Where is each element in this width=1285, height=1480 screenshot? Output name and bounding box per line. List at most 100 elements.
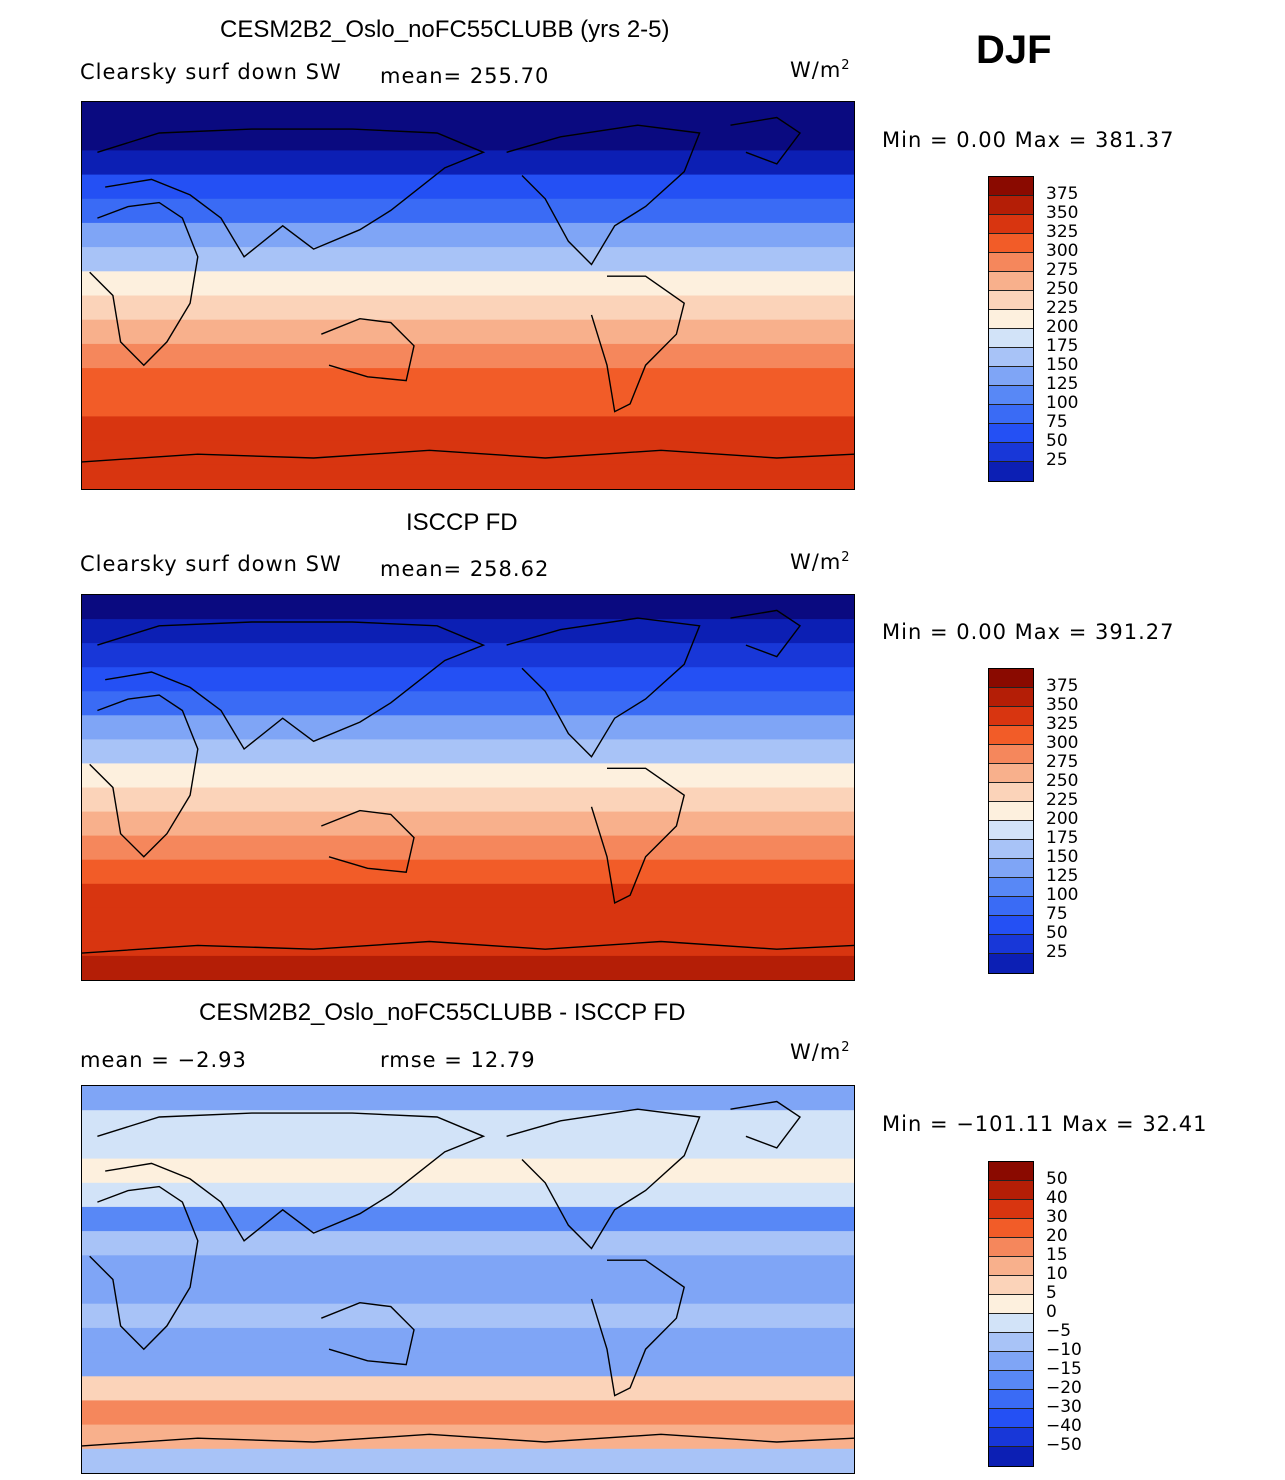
- coastline: [506, 617, 701, 758]
- contour-band: [82, 1134, 854, 1160]
- coastline: [89, 694, 199, 858]
- contour-band: [82, 368, 854, 394]
- coastline: [321, 317, 415, 382]
- contour-band: [82, 643, 854, 668]
- panel3-rmse: rmse = 12.79: [380, 1048, 536, 1072]
- contour-band: [82, 715, 854, 741]
- coastline: [590, 275, 685, 413]
- season-label: DJF: [976, 28, 1052, 72]
- colorbar-tick-label: 20: [1046, 1226, 1068, 1246]
- colorbar-tick-label: 30: [1046, 1207, 1068, 1227]
- contour-band: [82, 835, 854, 861]
- contour-band: [82, 883, 854, 909]
- contour-band: [82, 859, 854, 885]
- colorbar-tick-label: 275: [1046, 752, 1079, 772]
- colorbar-cell: [989, 310, 1033, 329]
- colorbar-tick-label: 350: [1046, 203, 1079, 223]
- colorbar-cell: [989, 1181, 1033, 1200]
- contour-band: [82, 174, 854, 200]
- coastline: [97, 1112, 486, 1242]
- coastline: [590, 767, 685, 905]
- colorbar-tick-label: 150: [1046, 847, 1079, 867]
- contour-band: [82, 126, 854, 152]
- colorbar-tick-label: 325: [1046, 714, 1079, 734]
- units-text: W/m: [790, 58, 842, 82]
- contour-band: [82, 1279, 854, 1305]
- colorbar-tick-label: 250: [1046, 279, 1079, 299]
- panel2-title: ISCCP FD: [406, 509, 518, 536]
- contour-band: [82, 739, 854, 765]
- panel1-title: CESM2B2_Oslo_noFC55CLUBB (yrs 2-5): [220, 16, 670, 43]
- contour-band: [82, 416, 854, 442]
- contour-band: [82, 1448, 854, 1473]
- colorbar-cell: [989, 462, 1033, 481]
- colorbar-tick-label: 275: [1046, 260, 1079, 280]
- contour-band: [82, 1255, 854, 1281]
- contour-band: [82, 1327, 854, 1353]
- panel1-minmax: Min = 0.00 Max = 381.37: [882, 128, 1175, 152]
- coastline: [82, 1433, 854, 1447]
- coastline: [506, 124, 701, 266]
- colorbar-tick-label: 75: [1046, 412, 1068, 432]
- colorbar-tick-label: 250: [1046, 771, 1079, 791]
- coastline: [89, 1185, 199, 1351]
- contour-band: [82, 1400, 854, 1426]
- colorbar-tick-label: 5: [1046, 1283, 1057, 1303]
- colorbar-tick-label: 175: [1046, 828, 1079, 848]
- panel3-units: W/m2: [790, 1040, 851, 1064]
- colorbar-tick-label: 350: [1046, 695, 1079, 715]
- contour-band: [82, 619, 854, 644]
- panel3-mean: mean = −2.93: [80, 1048, 247, 1072]
- colorbar-cell: [989, 1257, 1033, 1276]
- colorbar-cell: [989, 916, 1033, 935]
- panel3-minmax: Min = −101.11 Max = 32.41: [882, 1112, 1208, 1136]
- colorbar-tick-label: 40: [1046, 1188, 1068, 1208]
- colorbar-tick-label: 10: [1046, 1264, 1068, 1284]
- colorbar-cell: [989, 1238, 1033, 1257]
- colorbar-tick-label: 0: [1046, 1302, 1057, 1322]
- colorbar-tick-label: 25: [1046, 450, 1068, 470]
- colorbar-cell: [989, 1333, 1033, 1352]
- contour-band: [82, 319, 854, 345]
- colorbar-tick-label: 50: [1046, 431, 1068, 451]
- colorbar-tick-label: 50: [1046, 1169, 1068, 1189]
- colorbar-cell: [989, 954, 1033, 973]
- colorbar-tick-label: −5: [1046, 1321, 1072, 1341]
- contour-band: [82, 150, 854, 176]
- panel2-colorbar: [988, 668, 1034, 974]
- colorbar-cell: [989, 935, 1033, 954]
- colorbar-tick-label: −50: [1046, 1435, 1082, 1455]
- coastline: [590, 1259, 685, 1397]
- colorbar-cell: [989, 859, 1033, 878]
- coastline: [321, 809, 415, 873]
- panel1-mean: mean= 255.70: [380, 64, 550, 88]
- colorbar-cell: [989, 348, 1033, 367]
- panel3-colorbar: [988, 1161, 1034, 1467]
- panel1-units: W/m2: [790, 58, 851, 82]
- contour-band: [82, 811, 854, 837]
- contour-band: [82, 295, 854, 321]
- colorbar-tick-label: 75: [1046, 904, 1068, 924]
- contour-band: [82, 691, 854, 717]
- colorbar-cell: [989, 215, 1033, 234]
- colorbar-tick-label: 325: [1046, 222, 1079, 242]
- contour-band: [82, 198, 854, 224]
- colorbar-cell: [989, 234, 1033, 253]
- coastline: [97, 128, 486, 258]
- colorbar-tick-label: 150: [1046, 355, 1079, 375]
- colorbar-cell: [989, 878, 1033, 897]
- colorbar-cell: [989, 1352, 1033, 1371]
- units-exponent: 2: [841, 1040, 851, 1055]
- colorbar-tick-label: 25: [1046, 942, 1068, 962]
- contour-band: [82, 1110, 854, 1136]
- contour-band: [82, 1182, 854, 1208]
- contour-band: [82, 955, 854, 980]
- panel2-minmax: Min = 0.00 Max = 391.27: [882, 620, 1175, 644]
- coastline: [506, 1108, 701, 1250]
- colorbar-tick-label: −10: [1046, 1340, 1082, 1360]
- colorbar-tick-label: 300: [1046, 241, 1079, 261]
- contour-band: [82, 1206, 854, 1232]
- contour-band: [82, 1231, 854, 1257]
- colorbar-tick-label: 375: [1046, 676, 1079, 696]
- contour-band: [82, 1352, 854, 1378]
